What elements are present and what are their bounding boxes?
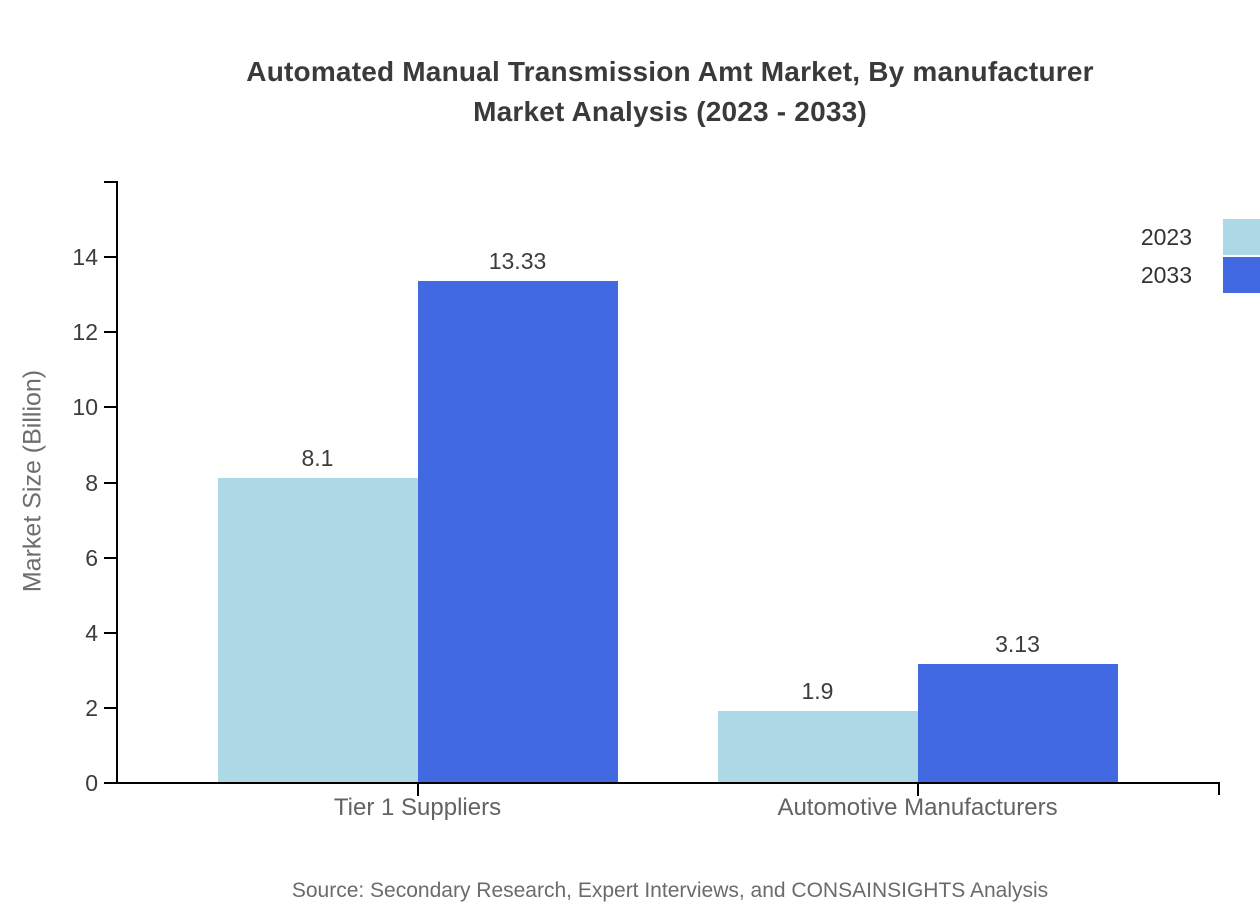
y-axis-end-cap bbox=[104, 181, 117, 183]
x-axis-category-label: Automotive Manufacturers bbox=[777, 794, 1058, 821]
bar-2023-automotive-manufacturers bbox=[717, 710, 918, 782]
y-axis-tick-label: 14 bbox=[72, 244, 98, 271]
y-axis-tick bbox=[104, 556, 117, 559]
y-axis-tick-label: 12 bbox=[72, 319, 98, 346]
y-axis-tick-label: 6 bbox=[85, 544, 98, 571]
bar-2023-tier-1-suppliers bbox=[217, 477, 418, 782]
y-axis-tick bbox=[104, 631, 117, 634]
legend-swatch bbox=[1223, 219, 1260, 255]
chart-title: Automated Manual Transmission Amt Market… bbox=[246, 56, 1094, 128]
legend-row: 2033 bbox=[1141, 257, 1260, 293]
y-axis-line bbox=[116, 181, 118, 782]
legend-label-2023: 2023 bbox=[1140, 223, 1192, 250]
bar-value-label: 8.1 bbox=[301, 444, 334, 471]
bar-value-label: 1.9 bbox=[801, 677, 834, 704]
y-axis-tick-label: 4 bbox=[85, 619, 98, 646]
y-axis-tick-label: 2 bbox=[85, 694, 98, 721]
x-axis-end-cap bbox=[1218, 782, 1220, 795]
legend-swatch bbox=[1223, 257, 1260, 293]
legend: 2023 2033 bbox=[1141, 219, 1260, 295]
y-axis-tick bbox=[104, 331, 117, 334]
y-axis-tick bbox=[104, 481, 117, 484]
bar-value-label: 13.33 bbox=[488, 248, 547, 275]
source-note: Source: Secondary Research, Expert Inter… bbox=[291, 879, 1049, 902]
bar-2033-tier-1-suppliers bbox=[417, 281, 618, 782]
legend-row: 2023 bbox=[1141, 219, 1260, 255]
bar-2033-automotive-manufacturers bbox=[917, 664, 1118, 782]
x-axis-line bbox=[104, 782, 1220, 784]
y-axis-tick-label: 8 bbox=[85, 469, 98, 496]
y-axis-tick-label: 0 bbox=[85, 770, 98, 796]
bar-value-label: 3.13 bbox=[995, 631, 1040, 658]
x-axis-category-label: Tier 1 Suppliers bbox=[333, 794, 502, 821]
legend-label-2033: 2033 bbox=[1140, 261, 1192, 288]
y-axis-tick bbox=[104, 256, 117, 259]
x-axis-tick bbox=[916, 784, 919, 796]
y-axis-tick bbox=[104, 706, 117, 709]
y-axis-tick-label: 10 bbox=[72, 394, 98, 421]
y-axis-tick bbox=[104, 406, 117, 409]
x-axis-tick bbox=[416, 784, 419, 796]
